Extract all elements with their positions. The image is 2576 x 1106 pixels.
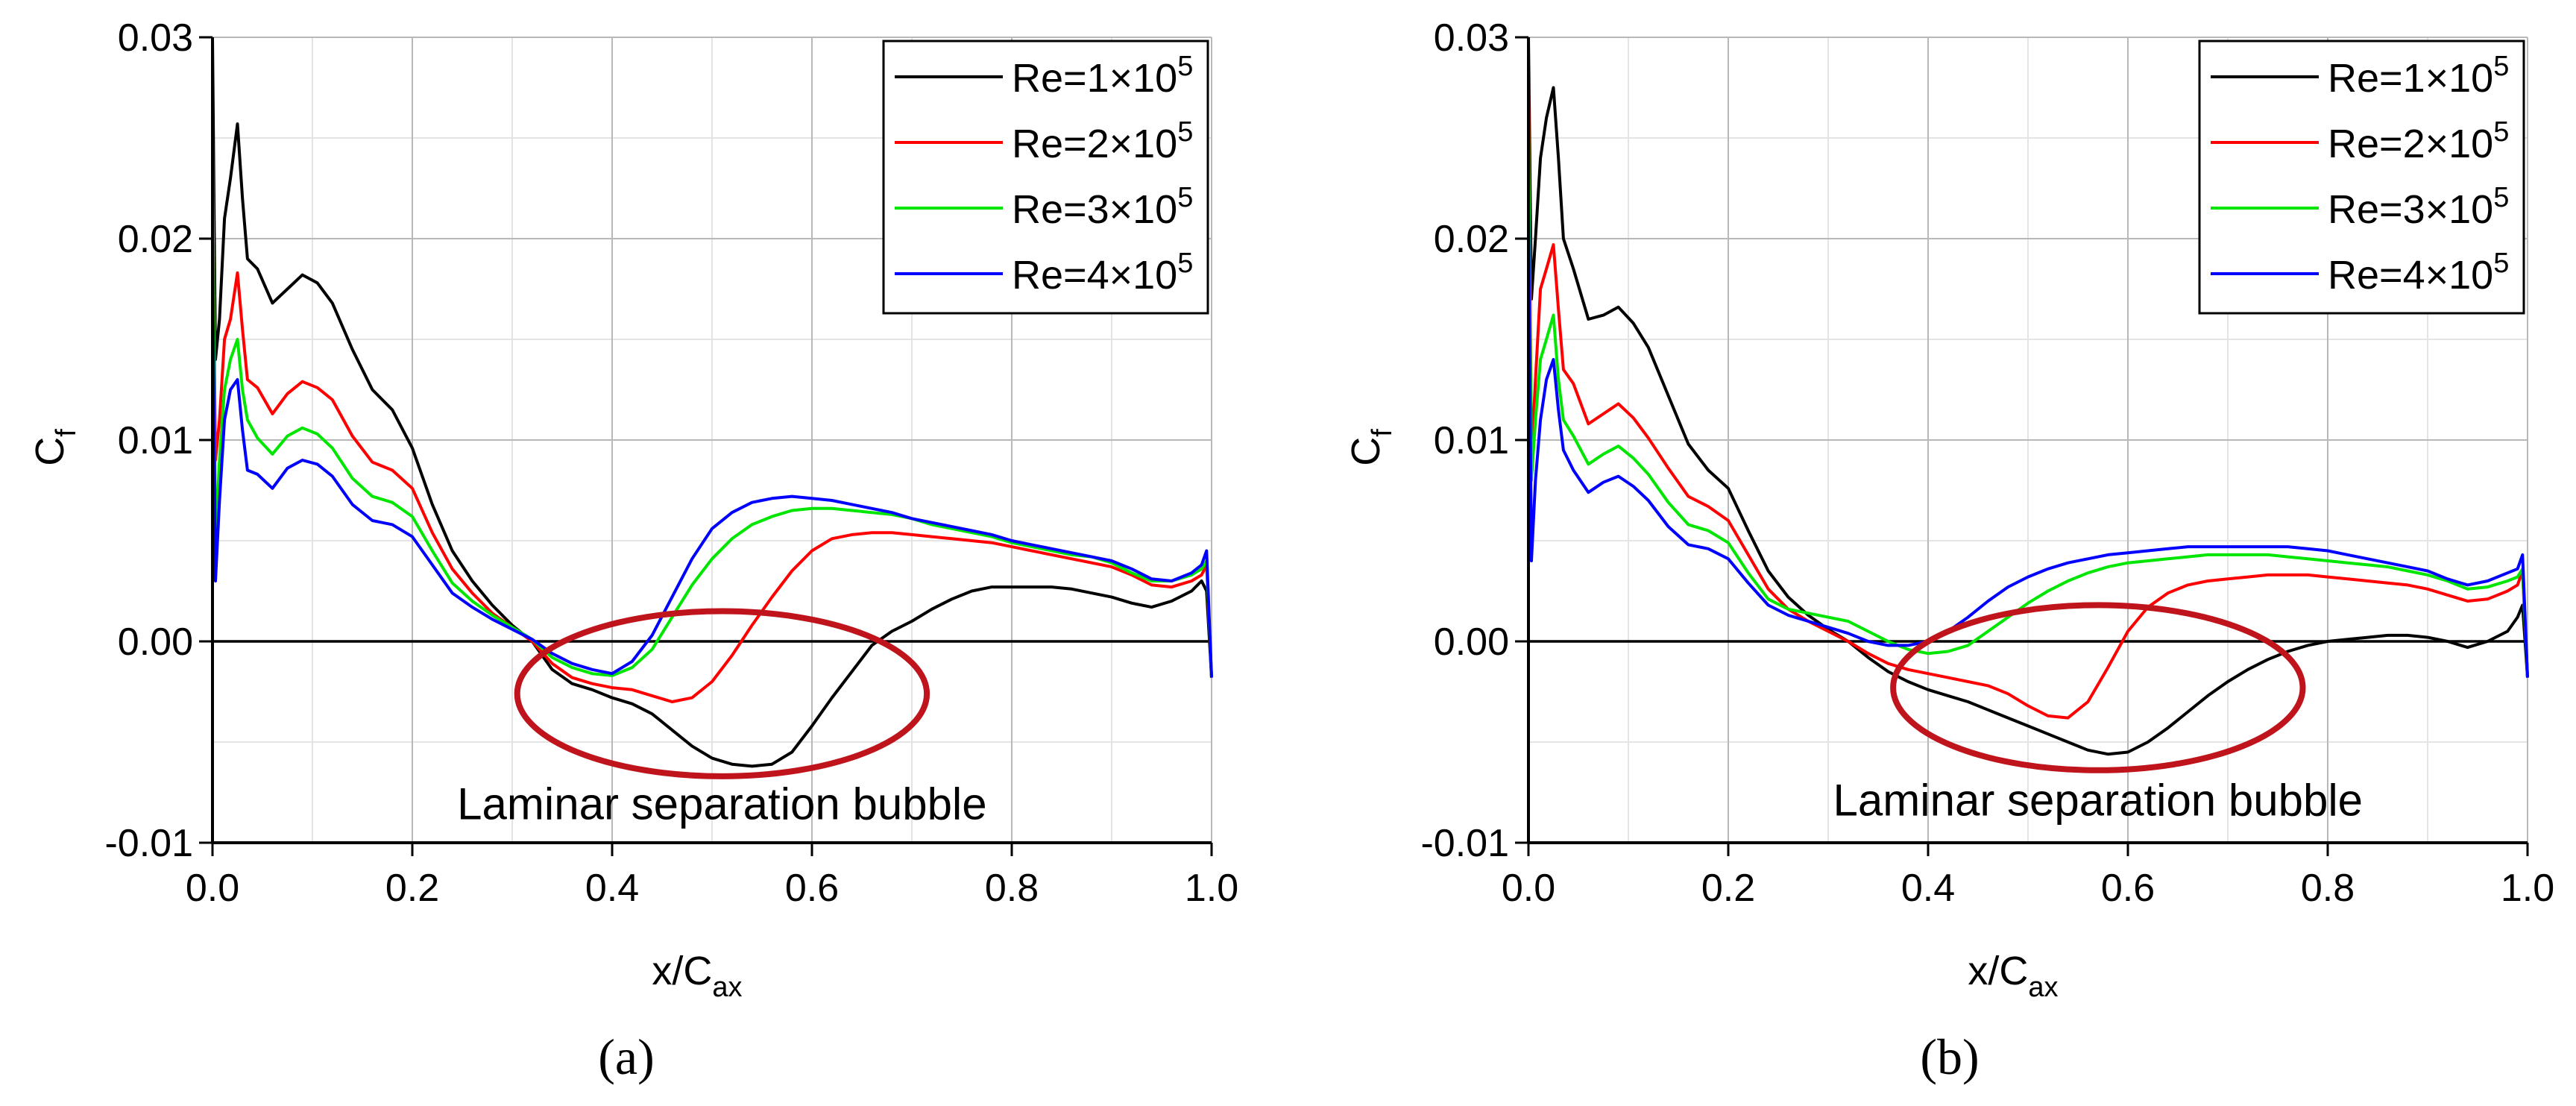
separation-bubble-ellipse xyxy=(514,608,930,779)
legend-entry: Re=1×105 xyxy=(2328,51,2509,101)
legend-entry: Re=4×105 xyxy=(1012,248,1193,298)
x-axis-label-sub: ax xyxy=(2028,972,2058,1003)
y-axis-label-main: C xyxy=(1344,437,1388,466)
y-axis-label: Cf xyxy=(1344,429,1398,466)
x-tick-label: 0.6 xyxy=(785,867,839,910)
legend-entry: Re=3×105 xyxy=(1012,182,1193,232)
x-tick-label: 0.8 xyxy=(2301,867,2355,910)
x-tick-label: 0.4 xyxy=(1901,867,1955,910)
y-tick-label: 0.00 xyxy=(1434,620,1509,664)
annotation-text: Laminar separation bubble xyxy=(457,779,986,829)
y-axis-label-sub: f xyxy=(1367,429,1398,437)
x-axis-label-main: x/C xyxy=(1968,949,2028,993)
panel-label: (a) xyxy=(598,1028,654,1085)
chart-panel-b: 0.0 0.2 0.4 0.6 0.8 1.0 -0.01 0.00 0.01 0.02 0.03 x… xyxy=(1344,16,2554,1085)
x-axis-label: x/Cax xyxy=(1968,949,2058,1003)
legend-entry-exponent: 5 xyxy=(2493,51,2509,82)
x-axis-label: x/Cax xyxy=(652,949,742,1003)
y-tick-label: 0.02 xyxy=(1434,218,1509,261)
y-tick-label: 0.03 xyxy=(118,16,193,60)
legend-entry-text: Re=1×10 xyxy=(2328,56,2493,101)
x-tick-label: 1.0 xyxy=(1185,867,1238,910)
legend-entry-exponent: 5 xyxy=(2493,182,2509,213)
x-axis-label-main: x/C xyxy=(652,949,712,993)
x-tick-label: 0.2 xyxy=(385,867,439,910)
y-tick-label: 0.01 xyxy=(118,419,193,462)
legend-entry-text: Re=3×10 xyxy=(1012,187,1177,232)
x-tick-label: 0.6 xyxy=(2101,867,2155,910)
series-line-re1e5 xyxy=(1527,37,2529,756)
legend-entry-exponent: 5 xyxy=(1177,182,1193,213)
y-tick-label: 0.02 xyxy=(118,218,193,261)
legend-box xyxy=(2198,40,2525,315)
chart-panel-a: 0.0 0.2 0.4 0.6 0.8 1.0 -0.01 0.00 0.01 0.02 0.03 x… xyxy=(28,16,1238,1085)
series-line-re1e5 xyxy=(211,37,1213,768)
y-tick-label: 0.00 xyxy=(118,620,193,664)
series-line-re2e5 xyxy=(1527,77,2529,720)
y-axis-label: Cf xyxy=(28,429,82,466)
series-line-re3e5 xyxy=(1527,117,2529,678)
legend-entry-text: Re=4×10 xyxy=(1012,253,1177,298)
annotation-text: Laminar separation bubble xyxy=(1833,775,2363,825)
separation-bubble-ellipse xyxy=(1890,602,2306,773)
y-tick-label: -0.01 xyxy=(104,822,193,865)
legend-entry-exponent: 5 xyxy=(2493,248,2509,279)
x-tick-label: 0.8 xyxy=(985,867,1039,910)
y-tick-label: -0.01 xyxy=(1420,822,1509,865)
series-line-re2e5 xyxy=(211,177,1213,703)
legend-entry-text: Re=3×10 xyxy=(2328,187,2493,232)
legend-entry-text: Re=2×10 xyxy=(1012,122,1177,166)
legend-entry-text: Re=4×10 xyxy=(2328,253,2493,298)
x-tick-label: 0.0 xyxy=(186,867,239,910)
series-line-re4e5 xyxy=(1527,198,2529,678)
y-axis-label-sub: f xyxy=(51,429,82,437)
panel-label: (b) xyxy=(1920,1028,1979,1085)
x-tick-label: 0.4 xyxy=(585,867,639,910)
legend-entry-text: Re=2×10 xyxy=(2328,122,2493,166)
legend-entry-text: Re=1×10 xyxy=(1012,56,1177,101)
legend-entry-exponent: 5 xyxy=(1177,116,1193,148)
legend-entry: Re=1×105 xyxy=(1012,51,1193,101)
y-axis-label-main: C xyxy=(28,437,72,466)
legend-box xyxy=(882,40,1209,315)
legend-entry-exponent: 5 xyxy=(1177,51,1193,82)
x-tick-label: 1.0 xyxy=(2501,867,2554,910)
y-tick-label: 0.03 xyxy=(1434,16,1509,60)
x-tick-label: 0.0 xyxy=(1502,867,1555,910)
x-axis-label-sub: ax xyxy=(712,972,742,1003)
legend-entry-exponent: 5 xyxy=(1177,248,1193,279)
legend-entry: Re=2×105 xyxy=(2328,116,2509,166)
series-line-re3e5 xyxy=(211,137,1213,678)
legend-entry: Re=2×105 xyxy=(1012,116,1193,166)
legend-entry: Re=3×105 xyxy=(2328,182,2509,232)
legend-entry-exponent: 5 xyxy=(2493,116,2509,148)
y-tick-label: 0.01 xyxy=(1434,419,1509,462)
x-tick-label: 0.2 xyxy=(1701,867,1755,910)
legend-entry: Re=4×105 xyxy=(2328,248,2509,298)
